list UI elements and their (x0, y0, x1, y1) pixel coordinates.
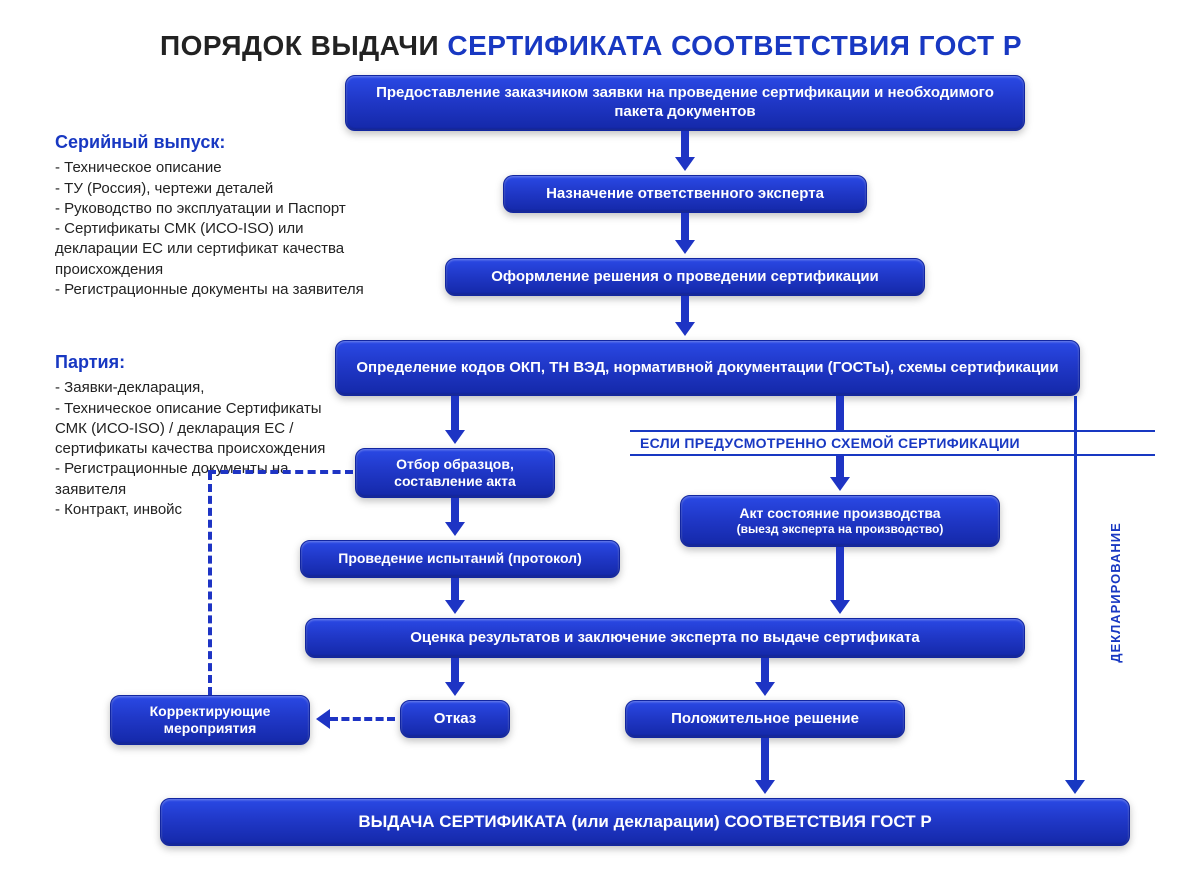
node-decision-doc: Оформление решения о проведении сертифик… (445, 258, 925, 296)
arrow-down-icon (1065, 780, 1085, 794)
title-part-1: ПОРЯДОК ВЫДАЧИ (160, 30, 447, 61)
node-testing: Проведение испытаний (протокол) (300, 540, 620, 578)
arrow-stem (451, 498, 459, 522)
arrow-down-icon (755, 682, 775, 696)
node-codes: Определение кодов ОКП, ТН ВЭД, нормативн… (335, 340, 1080, 396)
arrow-down-icon (830, 600, 850, 614)
dashed-connector (208, 470, 353, 474)
arrow-stem (451, 578, 459, 600)
sidebar-item: - Техническое описание (55, 158, 365, 178)
node-production-act: Акт состояние производства(выезд эксперт… (680, 495, 1000, 547)
node-expert: Назначение ответственного эксперта (503, 175, 867, 213)
title-part-2: СЕРТИФИКАТА СООТВЕТСТВИЯ ГОСТ Р (447, 30, 1022, 61)
node-application: Предоставление заказчиком заявки на пров… (345, 75, 1025, 131)
node-evaluation: Оценка результатов и заключение эксперта… (305, 618, 1025, 658)
arrow-stem (836, 396, 844, 430)
sidebar-heading-serial: Серийный выпуск: (55, 130, 365, 154)
sidebar-section-serial: Серийный выпуск: - Техническое описание … (55, 130, 365, 300)
page-title: ПОРЯДОК ВЫДАЧИ СЕРТИФИКАТА СООТВЕТСТВИЯ … (160, 30, 1022, 62)
arrow-stem (451, 658, 459, 682)
arrow-stem (451, 396, 459, 430)
declaration-line (1074, 396, 1077, 780)
arrow-down-icon (445, 522, 465, 536)
arrow-down-icon (830, 477, 850, 491)
arrow-down-icon (445, 682, 465, 696)
node-issuance: ВЫДАЧА СЕРТИФИКАТА (или декларации) СООТ… (160, 798, 1130, 846)
arrow-down-icon (675, 157, 695, 171)
node-corrective: Корректирующие мероприятия (110, 695, 310, 745)
arrow-stem (761, 658, 769, 682)
dashed-connector (208, 472, 212, 695)
node-positive: Положительное решение (625, 700, 905, 738)
sidebar-item: - Сертификаты СМК (ИСО-ISO) или декларац… (55, 219, 365, 280)
arrow-stem (681, 131, 689, 157)
arrow-down-icon (675, 322, 695, 336)
arrow-down-icon (445, 430, 465, 444)
sidebar-heading-batch: Партия: (55, 350, 355, 374)
sidebar-item: - ТУ (Россия), чертежи деталей (55, 179, 365, 199)
sidebar-section-batch: Партия: - Заявки-декларация, - Техническ… (55, 350, 355, 520)
declaration-label: ДЕКЛАРИРОВАНИЕ (1108, 522, 1123, 663)
arrow-stem (836, 455, 844, 477)
arrow-stem (836, 547, 844, 600)
arrow-stem (681, 296, 689, 322)
arrow-stem (681, 213, 689, 240)
arrow-down-icon (675, 240, 695, 254)
sidebar-item: - Контракт, инвойс (55, 500, 355, 520)
sidebar-item: - Техническое описание Сертификаты СМК (… (55, 399, 355, 460)
arrow-down-icon (755, 780, 775, 794)
sidebar-item: - Руководство по эксплуатации и Паспорт (55, 199, 365, 219)
dashed-connector (330, 717, 395, 721)
arrow-stem (761, 738, 769, 780)
arrow-left-icon (316, 709, 330, 729)
node-refusal: Отказ (400, 700, 510, 738)
sidebar-item: - Заявки-декларация, (55, 378, 355, 398)
node-sampling: Отбор образцов, составление акта (355, 448, 555, 498)
arrow-down-icon (445, 600, 465, 614)
sidebar-item: - Регистрационные документы на заявителя (55, 280, 365, 300)
sidebar-item: - Регистрационные документы на заявителя (55, 459, 355, 500)
